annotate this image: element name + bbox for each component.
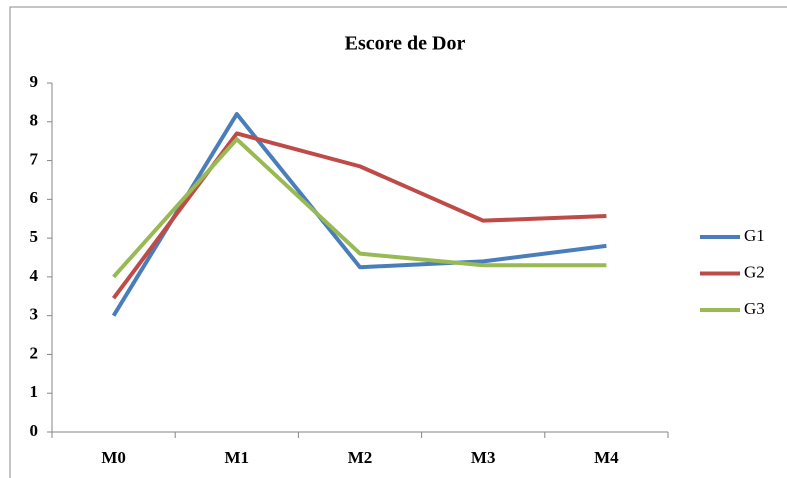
chart-border <box>9 6 787 478</box>
y-tick-label: 5 <box>30 227 39 246</box>
y-tick-label: 7 <box>30 149 39 168</box>
legend-label: G2 <box>744 262 765 281</box>
y-tick-label: 1 <box>30 382 39 401</box>
x-tick-label: M3 <box>471 448 496 467</box>
y-tick-label: 4 <box>30 266 39 285</box>
y-tick-label: 0 <box>30 421 39 440</box>
legend-label: G1 <box>744 226 765 245</box>
y-tick-label: 8 <box>30 111 39 130</box>
y-tick-label: 2 <box>30 343 39 362</box>
series-line <box>111 131 607 300</box>
y-tick-label: 3 <box>30 305 39 324</box>
x-tick-label: M2 <box>348 448 373 467</box>
x-tick-label: M0 <box>101 448 126 467</box>
y-tick-label: 9 <box>30 72 39 91</box>
series-line <box>111 112 607 317</box>
x-tick-label: M4 <box>594 448 619 467</box>
series-line <box>112 137 607 279</box>
legend-label: G3 <box>744 299 765 318</box>
x-tick-label: M1 <box>225 448 250 467</box>
chart-title: Escore de Dor <box>345 33 466 55</box>
y-tick-label: 6 <box>30 188 39 207</box>
